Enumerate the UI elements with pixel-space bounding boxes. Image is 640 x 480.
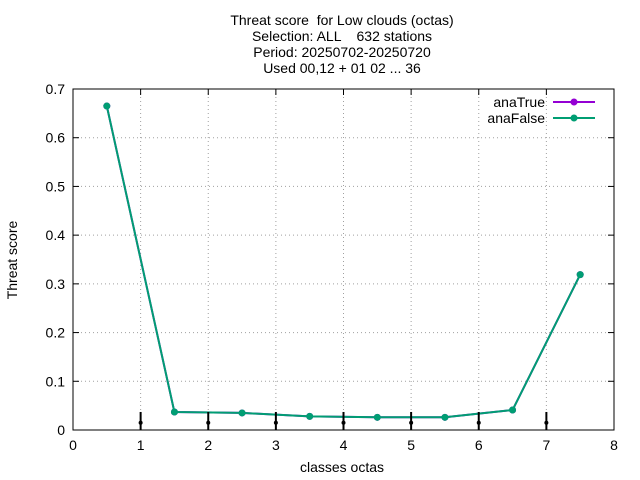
y-tick-label: 0.2 [46, 325, 66, 341]
legend-marker-anatrue [570, 98, 578, 106]
x-tick-label: 6 [475, 437, 483, 453]
data-point-anafalse [103, 102, 111, 110]
x-tick-label: 5 [407, 437, 415, 453]
x-tick-label: 8 [610, 437, 618, 453]
y-tick-label: 0.3 [46, 276, 66, 292]
y-tick-label: 0.7 [46, 81, 66, 97]
y-tick-label: 0.6 [46, 130, 66, 146]
grid [73, 89, 614, 430]
y-tick-label: 0.4 [46, 227, 66, 243]
chart-title-line-3: Period: 20250702-20250720 [253, 44, 431, 60]
chart-title-line-2: Selection: ALL 632 stations [251, 28, 433, 44]
error-bar-center [341, 420, 346, 425]
error-bar-center [476, 420, 481, 425]
legend-label-anafalse: anaFalse [487, 110, 545, 126]
x-tick-label: 7 [542, 437, 550, 453]
plot-frame [72, 88, 615, 431]
error-bar-center [409, 420, 414, 425]
y-tick-label: 0.1 [46, 373, 66, 389]
data-point-anafalse [373, 413, 381, 421]
chart-title-line-1: Threat score for Low clouds (octas) [230, 12, 454, 28]
data-point-anafalse [441, 413, 449, 421]
data-point-anafalse [576, 271, 584, 279]
legend-label-anatrue: anaTrue [493, 94, 545, 110]
data-point-anafalse [306, 412, 314, 420]
chart-title-line-4: Used 00,12 + 01 02 ... 36 [263, 60, 421, 76]
x-tick-label: 4 [340, 437, 348, 453]
x-tick-label: 0 [69, 437, 77, 453]
x-axis-label: classes octas [300, 459, 384, 475]
axis-ticks: 0 0.1 0.2 0.3 0.4 0.5 0.6 0.7 0 1 2 3 4 5 6 7 8 [46, 81, 619, 453]
data-point-anafalse [170, 408, 178, 416]
error-bar-center [544, 420, 549, 425]
x-tick-label: 3 [272, 437, 280, 453]
x-tick-label: 1 [137, 437, 145, 453]
data-point-anafalse [509, 406, 517, 414]
error-bar-center [206, 420, 211, 425]
y-axis-label: Threat score [4, 220, 20, 299]
error-bar-center [273, 420, 278, 425]
y-tick-label: 0.5 [46, 178, 66, 194]
error-bar-center [138, 420, 143, 425]
legend-marker-anafalse [570, 114, 578, 122]
x-tick-label: 2 [204, 437, 212, 453]
y-tick-label: 0 [57, 422, 65, 438]
data-point-anafalse [238, 409, 246, 417]
